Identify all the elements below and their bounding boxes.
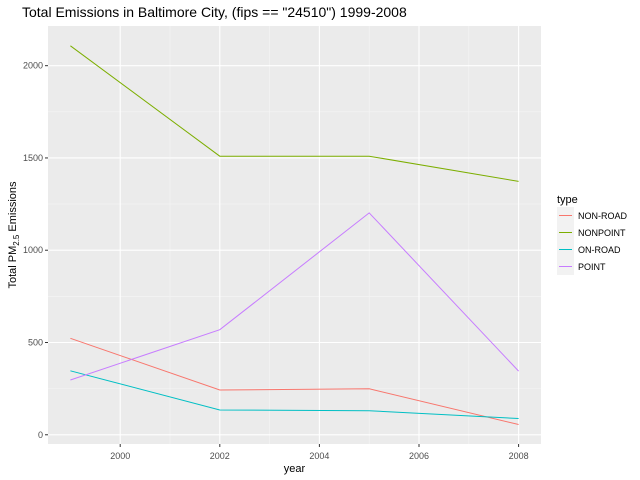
x-tick-label: 2002	[210, 451, 230, 461]
legend-label: NONPOINT	[578, 228, 626, 238]
x-axis-ticks: 2000 2002 2004 2006 2008	[110, 444, 529, 461]
legend-label: ON-ROAD	[578, 245, 621, 255]
y-tick-label: 2000	[23, 61, 43, 71]
series-line-point	[70, 212, 519, 381]
x-tick-label: 2004	[309, 451, 329, 461]
y-axis-title-suffix: Emissions	[7, 181, 19, 235]
x-axis-title: year	[284, 463, 306, 475]
series-lines	[70, 45, 519, 425]
x-tick-label: 2008	[509, 451, 529, 461]
legend: type NON-ROAD NONPOINT ON-ROAD POINT	[557, 194, 627, 275]
y-axis-title: Total PM2.5 Emissions	[7, 181, 21, 289]
y-axis-title-prefix: Total PM	[7, 246, 19, 289]
series-line-non-road	[70, 337, 519, 425]
chart-title: Total Emissions in Baltimore City, (fips…	[22, 4, 407, 20]
y-tick-label: 0	[38, 430, 43, 440]
y-tick-label: 1000	[23, 245, 43, 255]
legend-label: NON-ROAD	[578, 211, 627, 221]
x-tick-label: 2000	[110, 451, 130, 461]
y-axis-ticks: 0 500 1000 1500 2000	[23, 61, 48, 440]
legend-title: type	[557, 194, 578, 206]
legend-label: POINT	[578, 262, 606, 272]
series-line-nonpoint	[70, 45, 519, 182]
y-axis-title-subscript: 2.5	[12, 234, 21, 246]
grid-lines	[48, 26, 541, 444]
y-tick-label: 1500	[23, 153, 43, 163]
legend-items: NON-ROAD NONPOINT ON-ROAD POINT	[557, 207, 627, 275]
series-line-on-road	[70, 370, 519, 419]
plot-panel	[48, 26, 541, 444]
y-tick-label: 500	[28, 337, 43, 347]
x-tick-label: 2006	[409, 451, 429, 461]
